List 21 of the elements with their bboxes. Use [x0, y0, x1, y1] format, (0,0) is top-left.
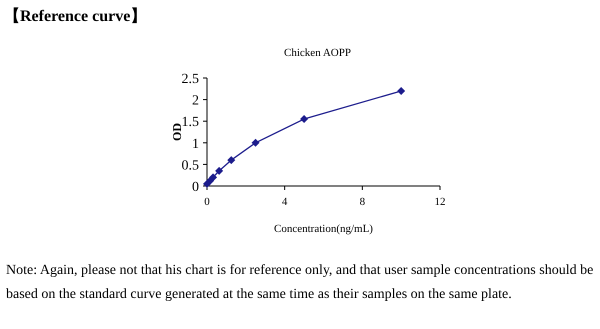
- y-axis-title: OD: [170, 122, 184, 141]
- text: 【Reference curve】: [4, 6, 146, 27]
- y-tick-label: 0.5: [182, 158, 199, 174]
- point: [209, 173, 218, 182]
- y-tick-label: 2: [192, 94, 199, 109]
- y-tick-label: 1.5: [182, 115, 199, 130]
- point: [252, 138, 260, 147]
- y-tick-label: 1: [192, 136, 199, 152]
- point: [227, 156, 236, 164]
- x-axis-title: Concentration(ng/mL): [274, 223, 374, 235]
- point: [215, 166, 224, 175]
- x-tick-label: 12: [434, 196, 446, 208]
- point: [300, 115, 308, 124]
- x-tick-label: 0: [204, 196, 210, 208]
- chart-subtitle: Chicken AOPP: [284, 47, 351, 59]
- y-tick-label: 0: [192, 180, 199, 195]
- text: Note: Again, please not that his chart is for reference only, and that user sample concentrations should be based on the standard curve generated at the same time as their samples on the same plate.: [6, 262, 594, 304]
- x-tick-label: 4: [282, 196, 288, 208]
- x-tick-label: 8: [360, 196, 366, 208]
- y-tick-label: 2.5: [182, 72, 199, 87]
- point: [397, 86, 406, 95]
